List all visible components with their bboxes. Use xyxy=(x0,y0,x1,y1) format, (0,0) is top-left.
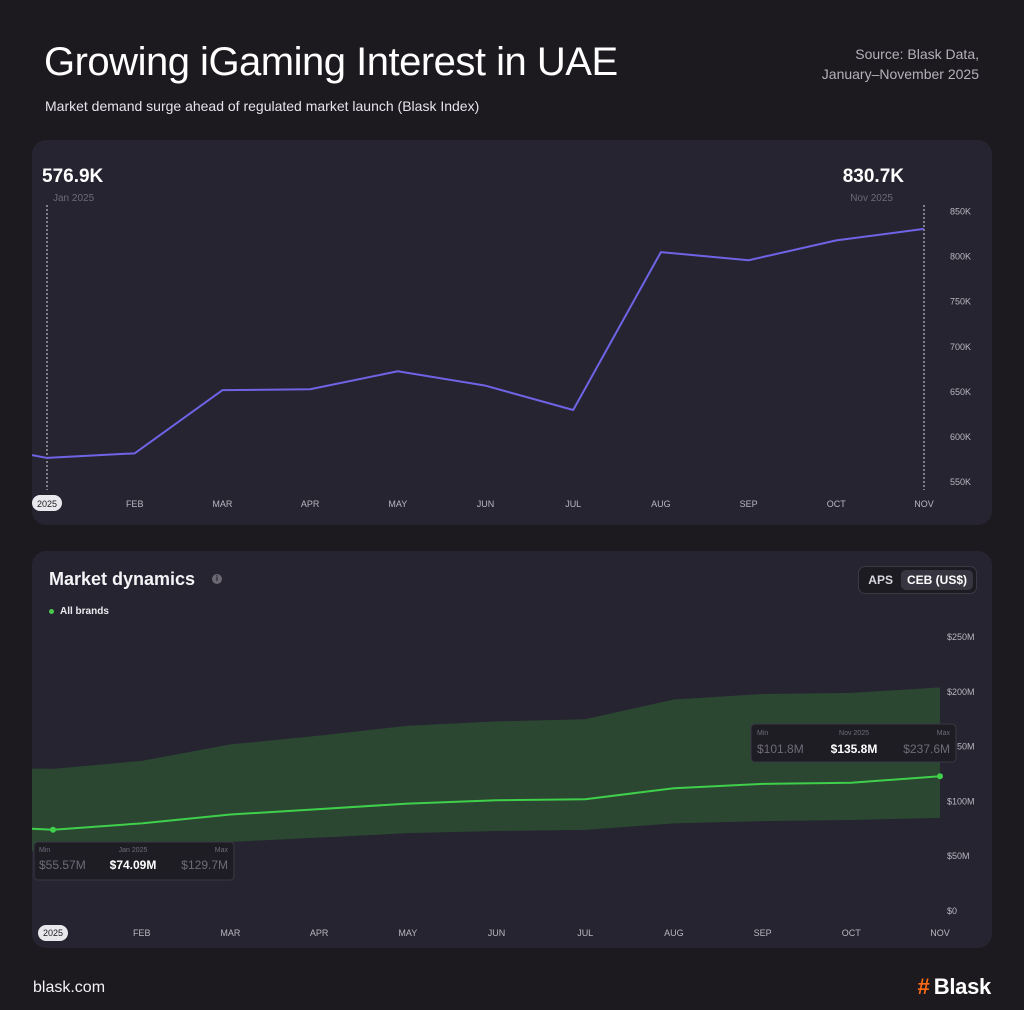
start-tooltip-min: $55.57M xyxy=(39,858,86,872)
end-tooltip-date: Nov 2025 xyxy=(839,730,869,737)
legend: All brands xyxy=(49,606,109,617)
x-tick-label: MAY xyxy=(388,499,407,509)
start-tooltip-max-label: Max xyxy=(215,847,229,854)
market-dynamics-card: $0 $50M $100M $150M $200M $250M 2025 FEB MAR APR M… xyxy=(32,551,992,948)
footer-site-link[interactable]: blask.com xyxy=(33,979,106,996)
y-tick-label: 850K xyxy=(950,207,971,217)
x-tick-pill xyxy=(32,495,62,511)
start-tooltip-date: Jan 2025 xyxy=(119,847,148,854)
y-tick-label: 700K xyxy=(950,342,971,352)
x-tick-pill xyxy=(38,925,68,941)
end-tooltip-box xyxy=(750,723,957,763)
end-tooltip-min-label: Min xyxy=(757,730,768,737)
min-max-band xyxy=(32,687,940,851)
blask-index-chart: 550K 600K 650K 700K 750K 800K 850K 2025 FEB MAR AP… xyxy=(32,166,971,511)
x-tick-label: AUG xyxy=(664,928,684,938)
start-date-label: Jan 2025 xyxy=(53,193,95,204)
x-tick-label: OCT xyxy=(827,499,847,509)
x-tick-label: OCT xyxy=(842,928,862,938)
toggle-aps[interactable]: APS xyxy=(868,573,893,587)
start-point xyxy=(50,826,56,833)
logo-text: Blask xyxy=(933,974,992,999)
y-tick-label: 750K xyxy=(950,297,971,307)
x-tick-label: JUN xyxy=(477,499,495,509)
end-tooltip-max-label: Max xyxy=(937,730,951,737)
source-line-2: January–November 2025 xyxy=(821,66,979,82)
source-line-1: Source: Blask Data, xyxy=(855,46,979,62)
blask-index-card: 550K 600K 650K 700K 750K 800K 850K 2025 FEB MAR AP… xyxy=(32,140,992,525)
y-tick-label: 550K xyxy=(950,477,971,487)
y-tick-label: $100M xyxy=(947,796,975,806)
x-tick-label: JUL xyxy=(577,928,593,938)
x-tick-label: MAR xyxy=(212,499,233,509)
toggle-ceb[interactable]: CEB (US$) xyxy=(900,570,973,590)
x-tick-label: JUN xyxy=(488,928,506,938)
x-tick-label: NOV xyxy=(914,499,934,509)
blask-logo: # Blask xyxy=(917,974,992,1000)
end-date-label: Nov 2025 xyxy=(850,193,893,204)
all-brands-line xyxy=(32,775,941,831)
x-tick-label: SEP xyxy=(754,928,772,938)
x-tick-label: MAY xyxy=(398,928,417,938)
y-tick-label: $0 xyxy=(947,906,957,916)
start-tooltip-value: $74.09M xyxy=(110,858,157,872)
info-icon[interactable]: i xyxy=(212,574,222,584)
end-tooltip-min: $101.8M xyxy=(757,742,804,756)
y-tick-label: 650K xyxy=(950,387,971,397)
source-note: Source: Blask Data, January–November 202… xyxy=(822,44,979,84)
logo-hash-icon: # xyxy=(917,974,930,999)
start-tooltip-box xyxy=(33,841,235,881)
x-tick-label: MAR xyxy=(220,928,241,938)
metric-toggle[interactable]: APS CEB (US$) xyxy=(858,566,977,594)
x-tick-label: NOV xyxy=(930,928,950,938)
x-tick-label: 2025 xyxy=(37,499,57,509)
y-tick-label: 800K xyxy=(950,252,971,262)
legend-label: All brands xyxy=(60,606,109,617)
end-tooltip-value: $135.8M xyxy=(831,742,878,756)
x-tick-label: JUL xyxy=(565,499,581,509)
index-series-line xyxy=(32,227,925,459)
end-tooltip-max: $237.6M xyxy=(903,742,950,756)
x-tick-label: FEB xyxy=(126,499,144,509)
start-tooltip-min-label: Min xyxy=(39,847,50,854)
y-tick-label: 600K xyxy=(950,432,971,442)
x-tick-label: SEP xyxy=(740,499,758,509)
start-tooltip-max: $129.7M xyxy=(181,858,228,872)
x-tick-label: FEB xyxy=(133,928,151,938)
end-point xyxy=(937,773,943,780)
page-subtitle: Market demand surge ahead of regulated m… xyxy=(45,98,480,114)
market-dynamics-chart: $0 $50M $100M $150M $200M $250M 2025 FEB MAR APR M… xyxy=(32,632,975,941)
y-tick-label: $150M xyxy=(947,742,975,752)
y-tick-label: $50M xyxy=(947,851,970,861)
y-tick-label: $200M xyxy=(947,687,975,697)
page-title: Growing iGaming Interest in UAE xyxy=(44,40,618,84)
x-tick-label: 2025 xyxy=(43,928,63,938)
legend-dot-icon xyxy=(49,609,54,614)
x-tick-label: AUG xyxy=(651,499,671,509)
market-dynamics-title: Market dynamics xyxy=(49,569,196,589)
x-tick-label: APR xyxy=(301,499,320,509)
y-tick-label: $250M xyxy=(947,632,975,642)
end-value-label: 830.7K xyxy=(843,166,905,187)
start-value-label: 576.9K xyxy=(42,166,104,187)
x-tick-label: APR xyxy=(310,928,329,938)
